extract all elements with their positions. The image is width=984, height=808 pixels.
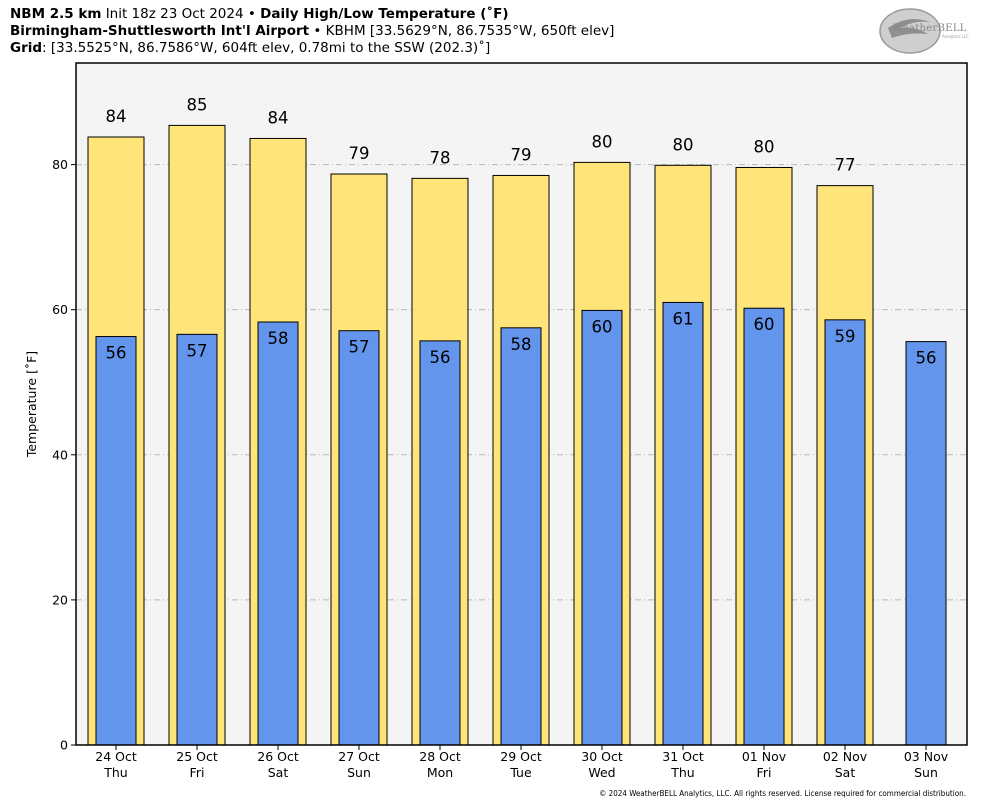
low-value-label: 56: [430, 348, 451, 367]
model-name: NBM 2.5 km: [10, 6, 102, 22]
y-tick-label: 60: [52, 302, 68, 317]
low-value-label: 57: [187, 341, 208, 360]
x-tick-label-date: 03 Nov: [904, 749, 949, 764]
header-line-1: NBM 2.5 km Init 18z 23 Oct 2024 • Daily …: [10, 6, 509, 23]
x-tick-label-day: Mon: [427, 765, 453, 780]
x-tick-label-day: Sat: [268, 765, 289, 780]
y-tick-label: 0: [60, 738, 68, 753]
high-value-label: 77: [835, 156, 856, 175]
low-bar: [581, 309, 623, 746]
chart-title: Daily High/Low Temperature (˚F): [260, 6, 509, 22]
copyright-notice: © 2024 WeatherBELL Analytics, LLC. All r…: [599, 789, 966, 798]
x-tick-label-day: Thu: [670, 765, 694, 780]
low-bar: [662, 301, 704, 746]
x-tick-label-day: Wed: [588, 765, 615, 780]
low-bar: [905, 341, 947, 746]
x-tick-label-date: 31 Oct: [662, 749, 704, 764]
x-tick-label-day: Sat: [835, 765, 856, 780]
high-value-label: 85: [187, 95, 208, 114]
high-value-label: 79: [511, 145, 532, 164]
x-tick-label-date: 25 Oct: [176, 749, 218, 764]
x-tick-label-day: Thu: [103, 765, 127, 780]
x-tick-label-date: 28 Oct: [419, 749, 461, 764]
low-value-label: 61: [673, 309, 694, 328]
x-tick-label-date: 24 Oct: [95, 749, 137, 764]
low-value-label: 56: [916, 349, 937, 368]
low-temperature-bars: [95, 301, 947, 746]
y-tick-label: 20: [52, 592, 68, 607]
x-tick-label-day: Sun: [347, 765, 371, 780]
x-tick-label-date: 29 Oct: [500, 749, 542, 764]
low-bar: [338, 330, 380, 746]
low-bar: [95, 336, 137, 746]
logo-subtext: Analytics LLC: [942, 34, 969, 39]
y-tick-label: 80: [52, 157, 68, 172]
grid-info: : [33.5525°N, 86.7586°W, 604ft elev, 0.7…: [42, 40, 491, 56]
low-value-label: 58: [268, 329, 289, 348]
separator: •: [247, 6, 256, 22]
y-axis: 0 20 40 60 80: [52, 157, 76, 753]
high-value-label: 78: [430, 148, 451, 167]
station-info: KBHM [33.5629°N, 86.7535°W, 650ft elev]: [325, 23, 615, 39]
x-tick-label-day: Fri: [757, 765, 772, 780]
low-value-label: 56: [106, 344, 127, 363]
init-time: Init 18z 23 Oct 2024: [105, 6, 244, 22]
low-bar: [419, 340, 461, 746]
header-line-3: Grid: [33.5525°N, 86.7586°W, 604ft elev,…: [10, 40, 490, 57]
low-bar: [176, 333, 218, 746]
high-value-label: 79: [349, 144, 370, 163]
y-tick-label: 40: [52, 447, 68, 462]
bar-value-labels: 84 56 85 57 84 58 79 57 78 56 79 58 80 60 80 61 80 60 77 59…: [106, 95, 937, 367]
x-tick-label-day: Tue: [509, 765, 532, 780]
grid-label: Grid: [10, 40, 43, 56]
low-value-label: 59: [835, 327, 856, 346]
header-line-2: Birmingham-Shuttlesworth Int'l Airport •…: [10, 23, 614, 40]
high-value-label: 80: [673, 135, 694, 154]
low-bar: [500, 327, 542, 746]
separator: •: [313, 23, 322, 39]
high-value-label: 80: [592, 132, 613, 151]
y-axis-label: Temperature [˚F]: [24, 351, 39, 458]
low-bar: [743, 307, 785, 746]
x-tick-label-date: 02 Nov: [823, 749, 868, 764]
low-bar: [257, 321, 299, 746]
high-value-label: 84: [106, 107, 127, 126]
x-tick-label-date: 30 Oct: [581, 749, 623, 764]
high-value-label: 80: [754, 137, 775, 156]
low-value-label: 60: [754, 315, 775, 334]
weatherbell-logo-icon: [879, 8, 941, 54]
x-tick-label-date: 01 Nov: [742, 749, 787, 764]
x-tick-label-date: 27 Oct: [338, 749, 380, 764]
station-name: Birmingham-Shuttlesworth Int'l Airport: [10, 23, 310, 39]
logo-wordmark: WeatherBELL: [893, 23, 967, 34]
low-value-label: 58: [511, 335, 532, 354]
low-value-label: 60: [592, 317, 613, 336]
low-value-label: 57: [349, 338, 370, 357]
x-tick-label-day: Sun: [914, 765, 938, 780]
x-tick-label-date: 26 Oct: [257, 749, 299, 764]
low-bar: [824, 319, 866, 746]
high-value-label: 84: [268, 108, 289, 127]
x-tick-label-day: Fri: [190, 765, 205, 780]
